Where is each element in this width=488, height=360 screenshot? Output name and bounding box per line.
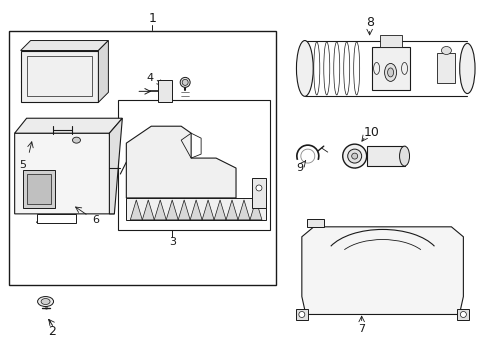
Ellipse shape bbox=[296, 41, 312, 96]
Ellipse shape bbox=[342, 144, 366, 168]
Ellipse shape bbox=[41, 298, 50, 305]
Text: 3: 3 bbox=[168, 237, 175, 247]
Polygon shape bbox=[154, 200, 166, 220]
Polygon shape bbox=[126, 126, 236, 198]
Ellipse shape bbox=[351, 153, 357, 159]
Text: 4: 4 bbox=[146, 73, 154, 84]
Polygon shape bbox=[295, 309, 307, 320]
Polygon shape bbox=[142, 200, 154, 220]
Ellipse shape bbox=[347, 149, 361, 163]
Polygon shape bbox=[15, 118, 122, 133]
Text: 9: 9 bbox=[296, 163, 303, 173]
Bar bbox=[26, 57, 92, 96]
Ellipse shape bbox=[384, 63, 396, 81]
Ellipse shape bbox=[38, 297, 53, 306]
Ellipse shape bbox=[399, 146, 408, 166]
Text: 5: 5 bbox=[19, 160, 26, 170]
Bar bbox=[437, 54, 454, 84]
Polygon shape bbox=[178, 200, 190, 220]
Bar bbox=[9, 31, 275, 285]
Text: 2: 2 bbox=[48, 325, 57, 338]
Polygon shape bbox=[130, 200, 142, 220]
Polygon shape bbox=[190, 200, 202, 220]
Bar bbox=[20, 50, 98, 102]
Bar bbox=[371, 46, 408, 90]
Polygon shape bbox=[98, 41, 108, 102]
Bar bbox=[118, 100, 269, 230]
Polygon shape bbox=[225, 200, 238, 220]
Polygon shape bbox=[109, 118, 122, 214]
Polygon shape bbox=[15, 133, 114, 214]
Ellipse shape bbox=[387, 68, 393, 77]
Bar bbox=[251, 178, 265, 208]
Text: 8: 8 bbox=[365, 16, 373, 29]
Text: 10: 10 bbox=[363, 126, 379, 139]
Polygon shape bbox=[37, 214, 76, 223]
Ellipse shape bbox=[459, 43, 474, 94]
Bar bbox=[379, 35, 401, 46]
Ellipse shape bbox=[255, 185, 262, 191]
Ellipse shape bbox=[441, 46, 450, 54]
Polygon shape bbox=[214, 200, 225, 220]
Text: 7: 7 bbox=[357, 324, 365, 334]
Bar bbox=[366, 146, 404, 166]
Polygon shape bbox=[166, 200, 178, 220]
Text: 1: 1 bbox=[148, 12, 156, 25]
Ellipse shape bbox=[182, 80, 188, 85]
Ellipse shape bbox=[298, 311, 304, 318]
Polygon shape bbox=[202, 200, 214, 220]
Ellipse shape bbox=[459, 311, 466, 318]
Bar bbox=[26, 174, 50, 204]
Polygon shape bbox=[249, 200, 262, 220]
Polygon shape bbox=[126, 198, 265, 220]
Polygon shape bbox=[456, 309, 468, 320]
Polygon shape bbox=[20, 41, 108, 50]
Polygon shape bbox=[301, 227, 463, 315]
Bar bbox=[22, 170, 55, 208]
Polygon shape bbox=[238, 200, 249, 220]
Polygon shape bbox=[306, 219, 323, 227]
Text: 6: 6 bbox=[92, 215, 99, 225]
Ellipse shape bbox=[72, 137, 81, 143]
Bar bbox=[158, 80, 172, 102]
Ellipse shape bbox=[180, 77, 190, 87]
